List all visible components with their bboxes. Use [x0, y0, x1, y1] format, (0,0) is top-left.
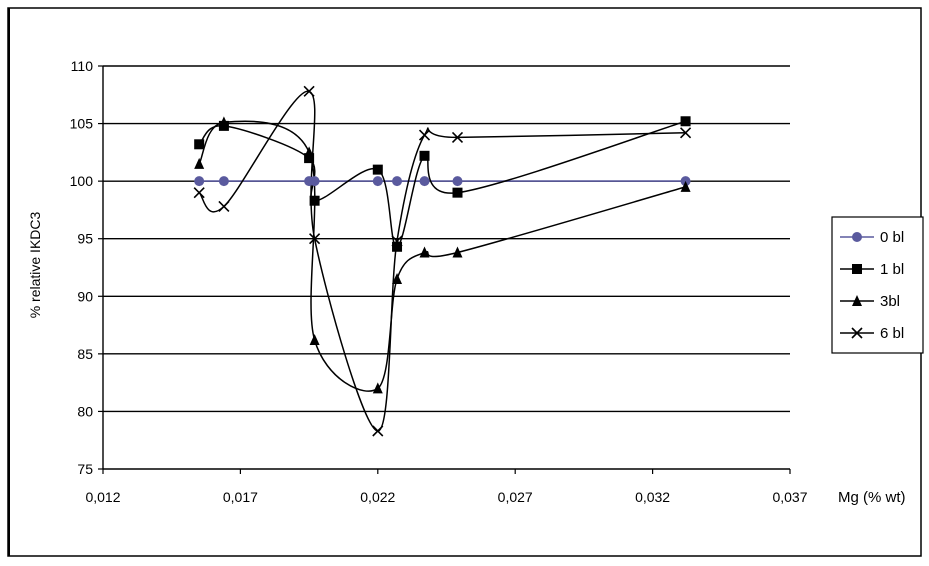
data-point-series-2 [304, 153, 315, 164]
data-point-series-4 [218, 200, 230, 213]
data-point-series-4 [451, 131, 464, 143]
axes: 75 80 85 90 95 100 105 110 0,012 0,017 0,022 0,027 0… [70, 58, 808, 505]
legend-marker [852, 264, 862, 274]
legend-label: 1 bl [880, 261, 904, 278]
data-point-series-2 [419, 150, 430, 161]
y-tick-label: 75 [77, 461, 93, 477]
x-axis-title: Mg (% wt) [838, 489, 906, 506]
y-tick-label: 90 [77, 288, 93, 304]
data-point-series-3 [309, 334, 320, 346]
data-point-series-3 [680, 180, 691, 192]
y-axis-title: % relative IKDC3 [27, 211, 43, 318]
legend-marker [852, 232, 862, 242]
chart-frame-left-edge [8, 8, 10, 556]
data-point-series-1 [309, 176, 320, 187]
data-point-series-4 [303, 85, 315, 97]
data-point-series-2 [372, 164, 383, 175]
data-point-series-4 [391, 235, 403, 247]
data-point-series-2 [452, 187, 463, 198]
series-markers [193, 85, 692, 437]
legend: 0 bl 1 bl 3bl 6 bl [831, 216, 924, 354]
legend-marker [851, 327, 863, 339]
x-tick-label: 0,022 [360, 489, 395, 505]
data-point-series-1 [452, 176, 463, 187]
legend-marker [852, 295, 862, 306]
data-point-series-4 [680, 127, 692, 139]
y-tick-label: 95 [77, 231, 93, 247]
legend-label: 6 bl [880, 325, 904, 342]
x-tick-label: 0,027 [498, 489, 533, 505]
chart-frame [7, 7, 922, 557]
data-point-series-3 [218, 116, 229, 128]
x-tick-label: 0,012 [85, 489, 120, 505]
x-tick-label: 0,017 [223, 489, 258, 505]
data-point-series-3 [372, 382, 383, 394]
y-tick-label: 85 [77, 346, 93, 362]
data-point-series-3 [194, 157, 205, 169]
data-point-series-1 [372, 176, 383, 187]
data-point-series-3 [452, 246, 463, 258]
legend-box [831, 216, 924, 354]
data-point-series-1 [194, 176, 205, 187]
legend-label: 3bl [880, 293, 900, 310]
data-point-series-1 [419, 176, 430, 187]
data-point-series-3 [304, 146, 315, 158]
x-tick-label: 0,037 [772, 489, 807, 505]
data-point-series-4 [193, 187, 205, 199]
data-point-series-4 [309, 233, 321, 245]
y-tick-label: 105 [70, 116, 94, 132]
y-tick-label: 80 [77, 403, 93, 419]
data-point-series-2 [392, 241, 403, 252]
data-point-series-3 [419, 246, 430, 258]
data-point-series-4 [372, 425, 384, 437]
data-point-series-4 [418, 129, 431, 141]
data-point-series-1 [392, 176, 403, 187]
y-tick-label: 100 [70, 173, 94, 189]
data-point-series-1 [218, 176, 229, 187]
data-point-series-2 [680, 116, 691, 127]
data-point-series-2 [194, 139, 205, 150]
data-point-series-2 [309, 195, 320, 206]
data-point-series-3 [392, 273, 403, 285]
legend-label: 0 bl [880, 229, 904, 246]
y-tick-label: 110 [71, 58, 94, 74]
x-tick-label: 0,032 [635, 489, 670, 505]
